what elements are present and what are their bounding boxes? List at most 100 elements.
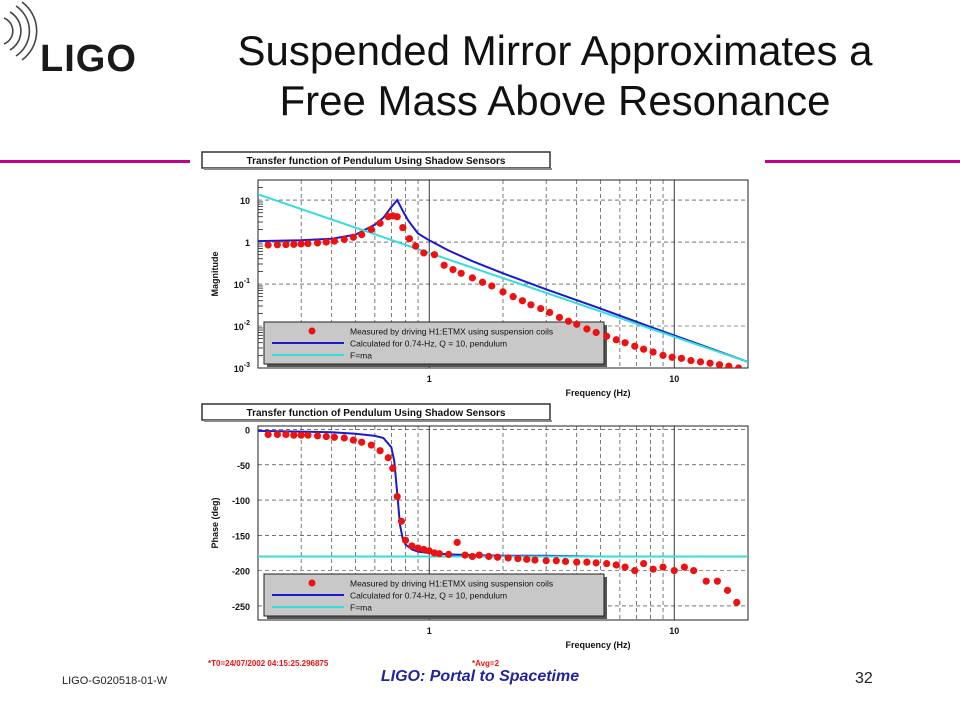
data-point — [603, 559, 611, 568]
data-point — [405, 235, 414, 243]
data-point — [640, 345, 648, 353]
x-tick-label: 10 — [669, 626, 679, 636]
data-point — [713, 577, 721, 585]
data-point — [340, 434, 348, 442]
data-point — [430, 251, 439, 259]
data-point — [499, 288, 507, 296]
y-tick-label: -250 — [232, 602, 250, 612]
legend: Measured by driving H1:ETMX using suspen… — [263, 573, 607, 619]
chart-panel-phase: Transfer function of Pendulum Using Shad… — [201, 403, 749, 668]
data-point — [322, 238, 330, 246]
y-tick-label: 10 — [240, 196, 250, 206]
data-point — [690, 567, 698, 575]
data-point — [564, 317, 573, 325]
y-tick-label: -150 — [232, 531, 250, 541]
data-point — [696, 358, 705, 366]
series-line — [258, 193, 748, 363]
data-point — [504, 554, 512, 562]
legend: Measured by driving H1:ETMX using suspen… — [263, 321, 607, 367]
annotation-timestamp: *T0=24/07/2002 04:15:25.296875 — [208, 659, 329, 668]
data-point — [468, 274, 476, 282]
x-tick-labels: 1 10 — [427, 374, 680, 384]
data-point — [725, 362, 733, 368]
data-point — [453, 538, 461, 546]
data-point — [488, 282, 496, 290]
data-point — [478, 278, 487, 286]
legend-label: Calculated for 0.74-Hz, Q = 10, pendulum — [350, 591, 507, 601]
data-point — [367, 225, 375, 233]
y-tick-label: -200 — [232, 567, 250, 577]
footer-document-id: LIGO-G020518-01-W — [62, 675, 168, 687]
data-point — [659, 563, 667, 571]
footer-title: LIGO: Portal to Spacetime — [380, 668, 580, 685]
data-point — [592, 328, 600, 337]
data-point — [583, 325, 591, 333]
data-series — [258, 429, 748, 606]
data-point — [445, 550, 453, 558]
data-point — [264, 430, 272, 439]
data-point — [509, 293, 517, 301]
data-point — [457, 269, 465, 277]
data-point — [518, 297, 526, 305]
data-point — [573, 320, 581, 328]
data-point — [677, 354, 686, 362]
data-point — [631, 567, 639, 575]
data-point — [376, 447, 384, 455]
data-point — [367, 441, 375, 449]
data-point — [573, 558, 581, 566]
data-point — [297, 431, 305, 439]
data-point — [555, 313, 564, 322]
data-point — [414, 544, 422, 552]
data-point — [282, 240, 290, 249]
x-axis-label: Frequency (Hz) — [565, 640, 630, 650]
data-point — [358, 231, 366, 239]
data-point — [349, 436, 357, 444]
y-tick-label: 10-1 — [234, 278, 250, 290]
y-tick-label: 0 — [245, 426, 250, 436]
data-point — [313, 239, 322, 247]
data-point — [514, 555, 522, 563]
annotation-average: *Avg=2 — [472, 659, 500, 668]
data-point — [330, 433, 338, 441]
data-point — [449, 266, 457, 274]
data-point — [531, 556, 539, 564]
chart-title-shadow — [204, 420, 552, 422]
data-point — [420, 249, 428, 257]
data-point — [475, 551, 483, 559]
data-point — [297, 240, 305, 248]
data-point — [733, 598, 741, 606]
legend-marker — [308, 327, 316, 335]
data-point — [621, 339, 629, 347]
data-point — [376, 219, 384, 227]
data-point — [420, 545, 428, 554]
legend-label: Calculated for 0.74-Hz, Q = 10, pendulum — [350, 339, 507, 349]
data-point — [273, 241, 281, 249]
y-tick-label: -50 — [237, 461, 250, 471]
data-point — [640, 559, 648, 568]
y-tick-label: 10-3 — [234, 362, 250, 374]
x-tick-label: 1 — [427, 626, 432, 636]
data-point — [542, 557, 550, 565]
x-tick-labels: 1 10 — [427, 626, 680, 636]
slide-title-line-1: Suspended Mirror Approximates a — [237, 27, 873, 74]
chart-title-shadow — [204, 168, 552, 170]
data-point — [659, 351, 667, 359]
data-point — [649, 565, 657, 573]
data-point — [734, 364, 743, 368]
data-point — [393, 213, 401, 221]
data-point — [290, 240, 298, 248]
data-point — [687, 357, 695, 365]
data-point — [715, 361, 724, 368]
data-point — [493, 553, 502, 561]
data-point — [399, 224, 407, 232]
data-point — [330, 237, 338, 245]
data-point — [583, 558, 591, 566]
data-point — [440, 261, 448, 269]
data-point — [264, 241, 272, 249]
data-point — [649, 348, 657, 356]
data-point — [523, 555, 531, 563]
data-point — [552, 557, 560, 565]
legend-label: Measured by driving H1:ETMX using suspen… — [350, 327, 553, 337]
y-tick-label: 1 — [245, 238, 250, 248]
y-tick-labels: 10 1 10-1 10-2 10-3 — [234, 196, 250, 374]
